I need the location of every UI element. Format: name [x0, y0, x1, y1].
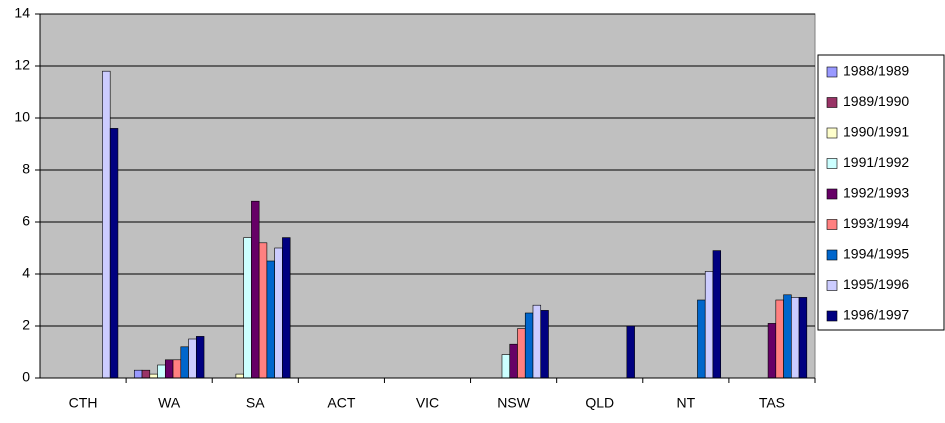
y-tick-label: 2	[22, 317, 30, 333]
y-tick-label: 6	[22, 213, 30, 229]
x-tick-label: WA	[158, 395, 181, 411]
legend-swatch	[826, 280, 838, 291]
bar	[697, 299, 706, 379]
x-tick-label: TAS	[759, 395, 785, 411]
bar	[258, 242, 268, 379]
legend-label: 1991/1992	[843, 154, 909, 170]
bar	[109, 128, 119, 379]
legend-swatch	[826, 158, 838, 169]
legend-label: 1995/1996	[843, 276, 909, 292]
legend-label: 1994/1995	[843, 246, 909, 262]
x-tick-label: NSW	[497, 395, 530, 411]
bar	[274, 247, 283, 379]
bar	[157, 364, 166, 379]
x-tick-label: NT	[676, 395, 695, 411]
bar	[626, 325, 635, 379]
legend-label: 1996/1997	[843, 307, 909, 323]
bar	[532, 304, 542, 379]
legend-swatch	[826, 127, 838, 139]
bar	[266, 260, 275, 379]
legend-label: 1988/1989	[843, 63, 909, 79]
bar	[180, 346, 189, 379]
x-tick-label: CTH	[69, 395, 98, 411]
bar	[540, 310, 549, 379]
legend-box	[817, 54, 945, 331]
y-tick-label: 0	[22, 369, 30, 385]
bar	[501, 354, 511, 379]
bar	[282, 237, 291, 379]
y-tick-label: 8	[22, 161, 30, 177]
x-tick-label: VIC	[416, 395, 439, 411]
bar	[188, 338, 197, 379]
legend-swatch	[826, 310, 838, 322]
bar	[243, 237, 252, 379]
legend-swatch	[826, 188, 838, 200]
legend-swatch	[826, 97, 838, 108]
x-tick-label: SA	[246, 395, 265, 411]
legend-swatch	[826, 66, 838, 78]
x-tick-label: ACT	[327, 395, 355, 411]
bar	[509, 343, 518, 379]
bar	[798, 297, 808, 379]
legend-swatch	[826, 219, 838, 230]
legend-label: 1992/1993	[843, 185, 909, 201]
bar	[195, 336, 205, 379]
y-tick-label: 10	[14, 109, 30, 125]
bar	[172, 359, 182, 379]
bar	[517, 328, 526, 379]
plot-area	[39, 13, 816, 379]
bar	[712, 250, 722, 379]
y-tick-label: 14	[14, 5, 30, 21]
bar	[524, 312, 534, 379]
bar	[791, 297, 800, 379]
x-tick-label: QLD	[585, 395, 614, 411]
bar	[133, 369, 143, 379]
bar	[767, 323, 777, 379]
bar	[251, 200, 260, 379]
bar	[102, 70, 111, 379]
y-tick-label: 4	[22, 265, 30, 281]
bar	[775, 299, 784, 379]
bar	[235, 373, 244, 379]
legend-label: 1989/1990	[843, 93, 909, 109]
bar	[141, 369, 151, 379]
y-tick-label: 12	[14, 57, 30, 73]
bar	[164, 359, 174, 379]
bar	[704, 271, 714, 379]
bar	[783, 294, 792, 379]
legend-swatch	[826, 249, 838, 261]
legend-label: 1993/1994	[843, 215, 909, 231]
legend-label: 1990/1991	[843, 124, 909, 140]
bar	[149, 373, 158, 379]
